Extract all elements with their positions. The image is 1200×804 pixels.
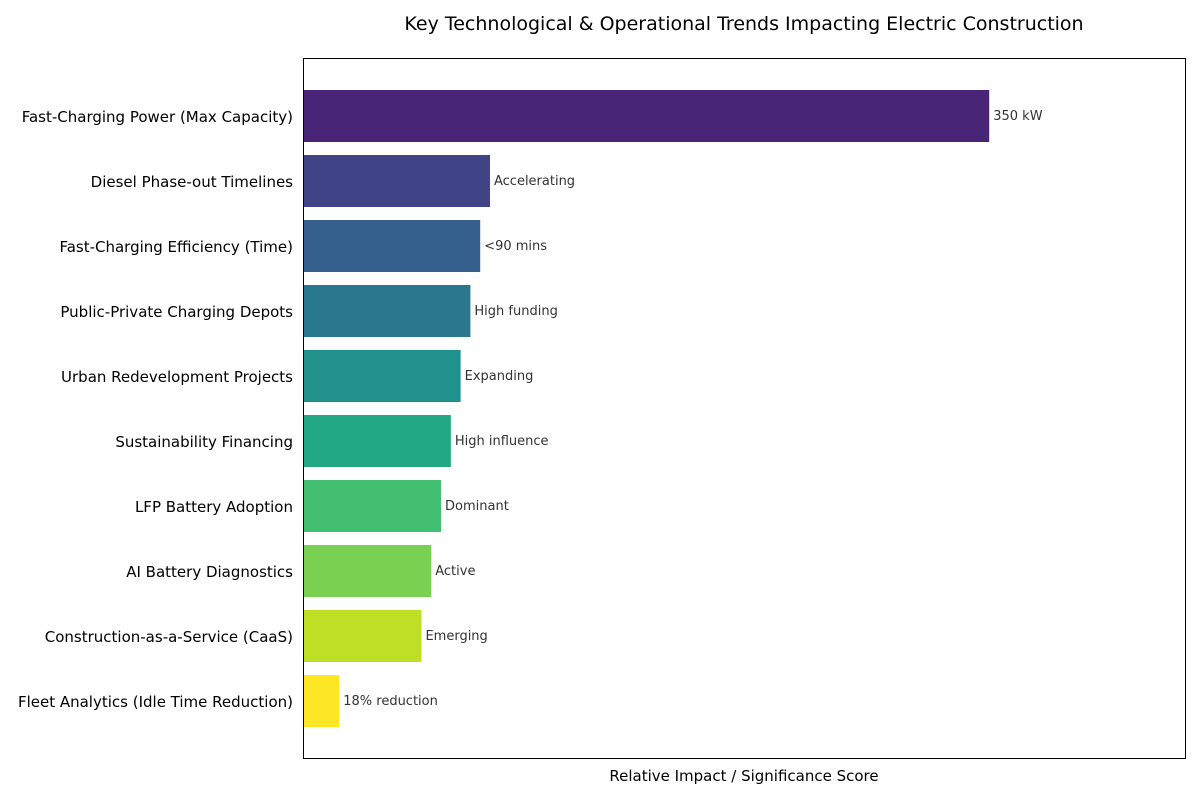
data-label-8: Active xyxy=(435,564,475,579)
y-tick-label-5: Urban Redevelopment Projects xyxy=(61,368,293,386)
y-tick-labels: Fast-Charging Power (Max Capacity) Diesel… xyxy=(18,108,293,711)
data-label-6: High influence xyxy=(455,434,549,449)
bar-8 xyxy=(304,545,432,597)
data-label-7: Dominant xyxy=(445,499,509,514)
bar-6 xyxy=(304,415,451,467)
data-label-1: 350 kW xyxy=(993,109,1042,124)
x-axis-label: Relative Impact / Significance Score xyxy=(609,767,878,785)
y-tick-label-7: LFP Battery Adoption xyxy=(135,498,293,516)
y-tick-label-10: Fleet Analytics (Idle Time Reduction) xyxy=(18,693,293,711)
data-label-3: <90 mins xyxy=(484,239,547,254)
bar-9 xyxy=(304,610,422,662)
chart-title: Key Technological & Operational Trends I… xyxy=(404,13,1083,35)
y-tick-label-3: Fast-Charging Efficiency (Time) xyxy=(59,238,293,256)
y-tick-label-1: Fast-Charging Power (Max Capacity) xyxy=(22,108,293,126)
y-tick-label-8: AI Battery Diagnostics xyxy=(126,563,293,581)
y-tick-label-6: Sustainability Financing xyxy=(115,433,293,451)
data-label-9: Emerging xyxy=(425,629,487,644)
bar-3 xyxy=(304,220,481,272)
data-label-5: Expanding xyxy=(465,369,534,384)
y-tick-label-9: Construction-as-a-Service (CaaS) xyxy=(45,628,293,646)
data-label-10: 18% reduction xyxy=(343,694,438,709)
bar-4 xyxy=(304,285,471,337)
plot-area-frame xyxy=(303,58,1186,759)
data-label-2: Accelerating xyxy=(494,174,575,189)
bars-layer xyxy=(304,90,990,727)
data-label-4: High funding xyxy=(474,304,557,319)
bar-1 xyxy=(304,90,990,142)
bar-5 xyxy=(304,350,461,402)
y-tick-label-4: Public-Private Charging Depots xyxy=(60,303,293,321)
data-labels: 350 kW Accelerating <90 mins High funding Ex… xyxy=(343,109,1042,709)
bar-7 xyxy=(304,480,442,532)
bar-10 xyxy=(304,675,340,727)
y-tick-label-2: Diesel Phase-out Timelines xyxy=(91,173,294,191)
bar-2 xyxy=(304,155,490,207)
